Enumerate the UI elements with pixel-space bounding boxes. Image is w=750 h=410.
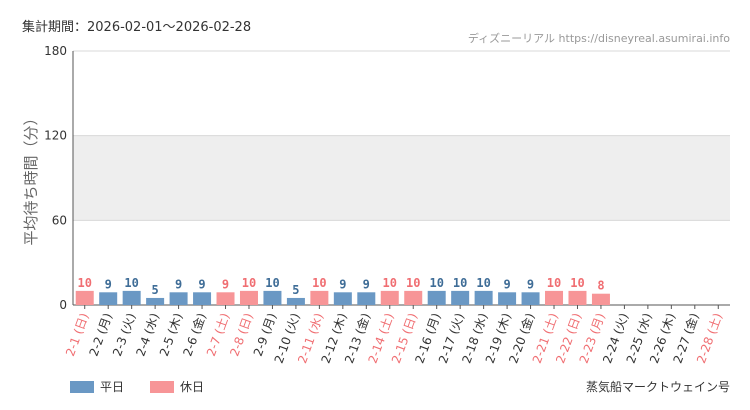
bar-21: [545, 290, 564, 305]
value-label: 10: [383, 276, 397, 290]
bar-22: [568, 290, 587, 305]
bar-19: [498, 292, 517, 305]
bar-16: [427, 290, 446, 305]
bar-17: [451, 290, 470, 305]
value-label: 9: [105, 277, 112, 291]
bar-2: [99, 292, 118, 305]
holiday-swatch: [150, 380, 175, 393]
value-label: 9: [339, 277, 346, 291]
value-label: 10: [78, 276, 92, 290]
bar-10: [286, 297, 305, 305]
value-label: 9: [198, 277, 205, 291]
legend-item-holiday: 休日: [150, 378, 204, 395]
bar-20: [521, 292, 540, 305]
bar-14: [380, 290, 399, 305]
period-text: 集計期間：2026-02-01〜2026-02-28: [22, 20, 252, 35]
value-label: 10: [429, 276, 443, 290]
value-label: 8: [597, 279, 604, 293]
y-tick-label: 120: [44, 129, 67, 143]
bar-23: [591, 293, 610, 305]
value-label: 9: [363, 277, 370, 291]
legend-label-weekday: 平日: [100, 380, 125, 394]
bar-3: [122, 290, 141, 305]
attraction-name: 蒸気船マークトウェイン号: [585, 380, 730, 394]
value-label: 10: [406, 276, 420, 290]
value-label: 9: [527, 277, 534, 291]
y-axis-label: 平均待ち時間（分）: [22, 110, 40, 245]
legend-item-weekday: 平日: [70, 378, 124, 395]
value-label: 10: [124, 276, 138, 290]
bar-1: [75, 290, 94, 305]
value-label: 9: [222, 277, 229, 291]
bar-6: [193, 292, 212, 305]
y-tick-label: 0: [59, 298, 67, 312]
band-60-120: [73, 135, 730, 221]
bar-18: [474, 290, 493, 305]
bar-15: [404, 290, 423, 305]
value-label: 10: [570, 276, 584, 290]
bar-8: [239, 290, 258, 305]
bar-9: [263, 290, 282, 305]
bar-11: [310, 290, 329, 305]
value-label: 9: [175, 277, 182, 291]
y-tick-label: 60: [52, 213, 67, 227]
bar-7: [216, 292, 235, 305]
value-label: 10: [476, 276, 490, 290]
y-tick-label: 180: [44, 44, 67, 58]
bar-12: [333, 292, 352, 305]
weekday-swatch: [70, 380, 94, 393]
value-label: 10: [242, 276, 256, 290]
site-credit: ディズニーリアル https://disneyreal.asumirai.inf…: [467, 32, 730, 45]
legend: 平日 休日: [70, 378, 204, 395]
legend-label-holiday: 休日: [180, 380, 205, 394]
value-label: 10: [265, 276, 279, 290]
bar-4: [146, 297, 165, 305]
value-label: 5: [292, 283, 299, 297]
value-label: 5: [152, 283, 159, 297]
value-label: 10: [547, 276, 561, 290]
bar-13: [357, 292, 376, 305]
value-label: 10: [312, 276, 326, 290]
bar-5: [169, 292, 188, 305]
value-label: 10: [453, 276, 467, 290]
value-label: 9: [503, 277, 510, 291]
